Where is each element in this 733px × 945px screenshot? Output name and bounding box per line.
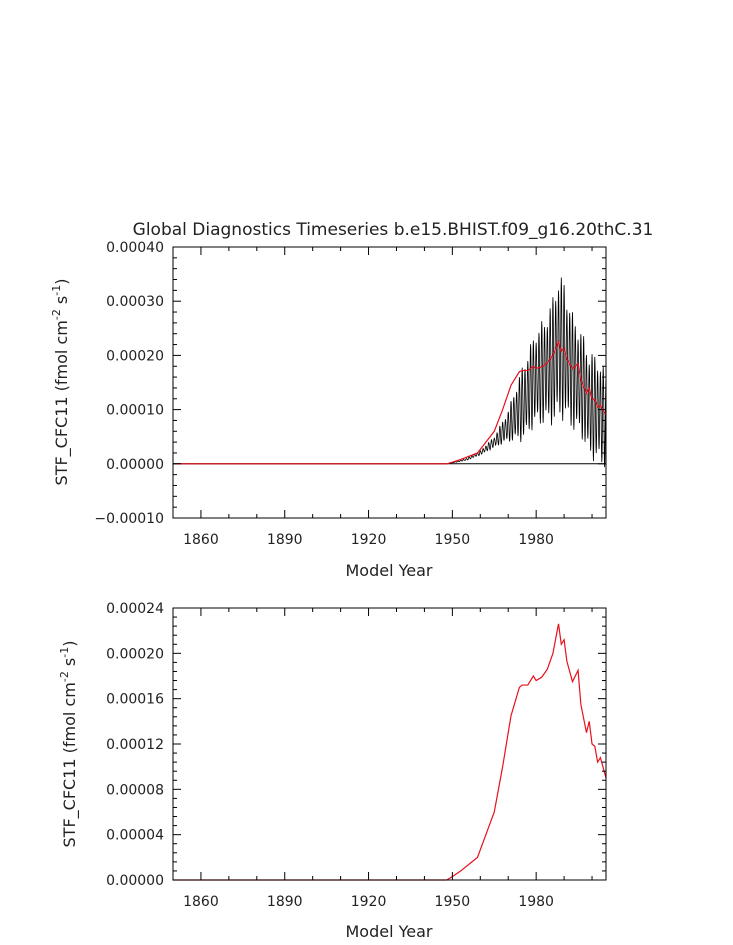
y-tick-label: 0.00000 <box>106 457 164 473</box>
y-label-sup1: -2 <box>50 309 63 320</box>
series-line-annual-mean <box>173 623 607 881</box>
top-chart-frame <box>172 246 607 519</box>
bottom-chart-y-axis-label: STF_CFC11 (fmol cm-2 s-1) <box>58 641 80 848</box>
y-label-mid: s <box>60 658 79 671</box>
y-label-end: ) <box>52 279 71 285</box>
chart-title: Global Diagnostics Timeseries b.e15.BHIS… <box>133 220 654 240</box>
top-chart-panel: Global Diagnostics Timeseries b.e15.BHIS… <box>50 220 653 580</box>
y-label-main: STF_CFC11 (fmol cm <box>60 682 80 847</box>
y-tick-label: 0.00040 <box>106 240 164 256</box>
y-label-sup2: -1 <box>50 285 63 296</box>
x-tick-label: 1890 <box>267 894 303 910</box>
x-tick-label: 1980 <box>518 894 554 910</box>
y-tick-label: 0.00020 <box>106 646 164 662</box>
y-label-main: STF_CFC11 (fmol cm <box>52 320 72 485</box>
top-chart-marks <box>173 277 607 468</box>
bottom-chart-marks <box>173 623 607 881</box>
x-tick-label: 1920 <box>351 894 387 910</box>
bottom-chart-frame <box>172 607 607 881</box>
top-chart-x-axis-label: Model Year <box>346 561 433 580</box>
bottom-chart-ticks: 1860 1890 1920 1950 1980 0.00000 0.00004 0.0000… <box>106 601 606 910</box>
x-tick-label: 1920 <box>351 532 387 548</box>
series-line-monthly <box>173 277 607 468</box>
top-chart-y-axis-label: STF_CFC11 (fmol cm-2 s-1) <box>50 279 72 486</box>
y-tick-label: 0.00000 <box>106 873 164 889</box>
y-label-sup2: -1 <box>58 647 71 658</box>
y-label-end: ) <box>60 641 79 647</box>
x-tick-label: 1860 <box>183 894 219 910</box>
y-tick-label: −0.00010 <box>94 511 164 527</box>
y-tick-label: 0.00010 <box>106 403 164 419</box>
y-tick-label: 0.00008 <box>106 782 164 798</box>
y-tick-label: 0.00024 <box>106 601 164 617</box>
x-tick-label: 1980 <box>518 532 554 548</box>
y-label-mid: s <box>52 296 71 309</box>
x-tick-label: 1860 <box>183 532 219 548</box>
x-tick-label: 1950 <box>435 532 471 548</box>
y-tick-label: 0.00012 <box>106 737 164 753</box>
y-tick-label: 0.00016 <box>106 692 164 708</box>
series-line-annual-mean <box>173 339 607 465</box>
x-tick-label: 1890 <box>267 532 303 548</box>
top-chart-ticks: 1860 1890 1920 1950 1980 −0.00010 0.00000 0.000… <box>94 240 606 548</box>
bottom-chart-x-axis-label: Model Year <box>346 922 433 941</box>
y-tick-label: 0.00004 <box>106 828 164 844</box>
y-tick-label: 0.00020 <box>106 348 164 364</box>
y-tick-label: 0.00030 <box>106 294 164 310</box>
bottom-chart-panel: 1860 1890 1920 1950 1980 0.00000 0.00004 0.0000… <box>58 601 607 941</box>
y-label-sup1: -2 <box>58 671 71 682</box>
x-tick-label: 1950 <box>435 894 471 910</box>
